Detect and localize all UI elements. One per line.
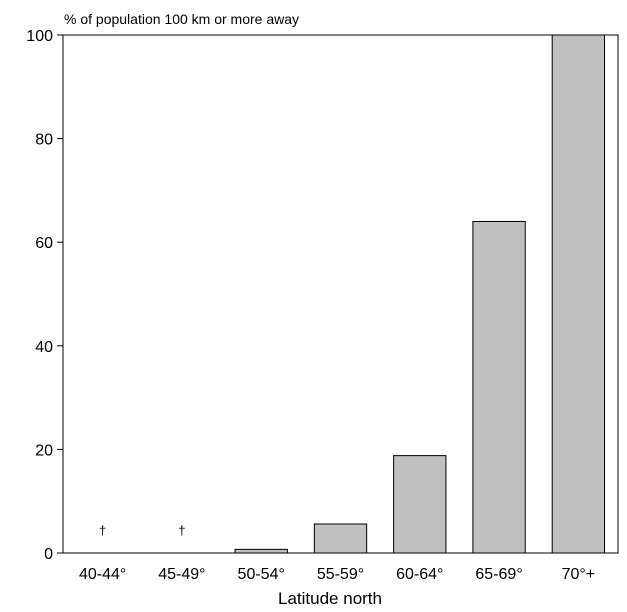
bar (551, 34, 606, 554)
y-tick-label: 0 (44, 546, 53, 563)
y-tick-label: 20 (35, 442, 53, 459)
y-tick-label: 80 (35, 132, 53, 149)
bars: † † (99, 34, 606, 554)
bar (313, 523, 368, 554)
x-tick-label: 65-69° (475, 566, 522, 583)
y-tick-label: 40 (35, 339, 53, 356)
bar-annotation: † (99, 523, 106, 538)
x-axis: 40-44° 45-49° 50-54° 55-59° 60-64° 65-69° 70°+ (79, 566, 595, 583)
y-tick-label: 60 (35, 235, 53, 252)
x-tick-label: 70°+ (562, 566, 596, 583)
bar (472, 220, 526, 554)
y-axis: 0 20 40 60 80 100 (26, 28, 63, 563)
x-tick-label: 60-64° (396, 566, 443, 583)
x-tick-label: 50-54° (238, 566, 285, 583)
bar (393, 455, 447, 554)
bar (234, 548, 288, 554)
bar-annotation: † (178, 523, 185, 538)
x-tick-label: 45-49° (158, 566, 205, 583)
plot-frame (62, 34, 619, 554)
y-tick-label: 100 (26, 28, 53, 45)
x-tick-label: 40-44° (79, 566, 126, 583)
x-axis-label: Latitude north (278, 589, 382, 608)
x-tick-label: 55-59° (317, 566, 364, 583)
y-axis-label: % of population 100 km or more away (64, 11, 299, 27)
